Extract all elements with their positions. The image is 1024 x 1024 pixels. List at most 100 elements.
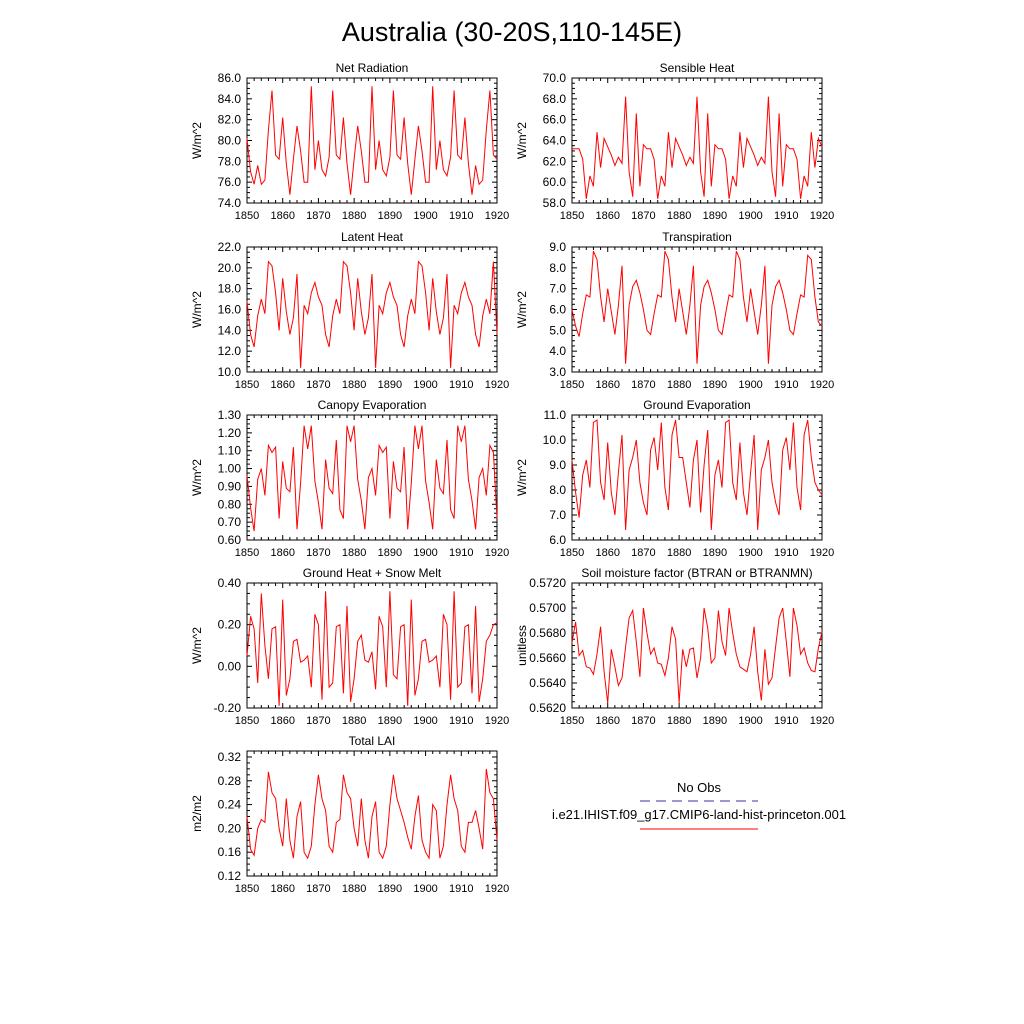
x-tick-label: 1920 xyxy=(810,547,834,559)
series-line xyxy=(246,425,498,532)
series-line xyxy=(572,96,823,199)
panel-3: Transpiration W/m^2 1850 1860 1870 1880 1890 19… xyxy=(515,230,834,391)
y-tick-label: 68.0 xyxy=(543,92,567,106)
series-line xyxy=(571,607,823,704)
y-axis-label: unitless xyxy=(515,625,529,666)
panel-2: Latent Heat W/m^2 1850 1860 1870 1880 1890 1900… xyxy=(190,230,509,391)
x-tick-label: 1870 xyxy=(631,379,655,391)
x-tick-label: 1860 xyxy=(595,210,619,222)
panels: Net Radiation W/m^2 1850 1860 1870 1880 1890 19… xyxy=(190,61,834,895)
y-tick-label: 18.0 xyxy=(218,282,242,296)
x-tick-label: 1850 xyxy=(560,547,584,559)
y-tick-label: 1.10 xyxy=(218,444,242,458)
y-tick-label: 84.0 xyxy=(218,92,242,106)
x-tick-label: 1870 xyxy=(306,715,330,727)
x-tick-label: 1880 xyxy=(342,210,366,222)
x-tick-label: 1910 xyxy=(449,547,473,559)
panel-frame xyxy=(571,582,823,709)
panel-7: Soil moisture factor (BTRAN or BTRANMN) u… xyxy=(515,566,834,727)
y-tick-label: 66.0 xyxy=(543,113,567,127)
y-tick-label: 8.0 xyxy=(549,261,566,275)
x-tick-label: 1890 xyxy=(378,210,402,222)
y-tick-label: 0.5680 xyxy=(529,626,566,640)
x-tick-label: 1920 xyxy=(810,210,834,222)
x-tick-label: 1860 xyxy=(270,883,294,895)
y-tick-label: 58.0 xyxy=(543,196,567,210)
y-axis-label: W/m^2 xyxy=(190,627,204,664)
x-tick-label: 1870 xyxy=(631,547,655,559)
y-tick-label: 22.0 xyxy=(218,240,242,254)
y-tick-label: 1.00 xyxy=(218,462,242,476)
x-tick-label: 1860 xyxy=(270,379,294,391)
x-tick-label: 1920 xyxy=(485,547,509,559)
y-tick-label: 20.0 xyxy=(218,261,242,275)
x-tick-label: 1910 xyxy=(774,379,798,391)
x-tick-label: 1860 xyxy=(270,715,294,727)
x-tick-label: 1910 xyxy=(774,210,798,222)
x-tick-label: 1880 xyxy=(667,210,691,222)
panel-frame xyxy=(246,750,498,877)
panel-title: Transpiration xyxy=(662,230,732,244)
y-tick-label: 0.32 xyxy=(218,750,242,764)
y-axis-label: W/m^2 xyxy=(190,122,204,159)
legend-obs-label: No Obs xyxy=(677,780,722,795)
x-tick-label: 1850 xyxy=(235,379,259,391)
x-tick-label: 1890 xyxy=(703,379,727,391)
x-tick-label: 1880 xyxy=(667,547,691,559)
x-tick-label: 1890 xyxy=(703,547,727,559)
y-tick-label: 4.0 xyxy=(549,344,566,358)
y-tick-label: 7.0 xyxy=(549,282,566,296)
y-tick-label: 16.0 xyxy=(218,303,242,317)
y-tick-label: 9.0 xyxy=(549,458,566,472)
x-tick-label: 1870 xyxy=(631,210,655,222)
x-tick-label: 1900 xyxy=(738,715,762,727)
y-tick-label: 64.0 xyxy=(543,134,567,148)
y-tick-label: 82.0 xyxy=(218,113,242,127)
y-tick-label: 74.0 xyxy=(218,196,242,210)
y-tick-label: -0.20 xyxy=(214,701,242,715)
x-tick-label: 1880 xyxy=(342,883,366,895)
y-tick-label: 9.0 xyxy=(549,240,566,254)
x-tick-label: 1870 xyxy=(306,883,330,895)
x-tick-label: 1900 xyxy=(413,547,437,559)
x-tick-label: 1900 xyxy=(413,379,437,391)
y-axis-label: W/m^2 xyxy=(515,459,529,496)
y-tick-label: 0.5620 xyxy=(529,701,566,715)
x-tick-label: 1920 xyxy=(485,883,509,895)
x-tick-label: 1850 xyxy=(235,210,259,222)
series-line xyxy=(246,591,498,706)
y-tick-label: 0.70 xyxy=(218,515,242,529)
panel-title: Latent Heat xyxy=(341,230,404,244)
x-tick-label: 1920 xyxy=(485,379,509,391)
x-tick-label: 1920 xyxy=(810,715,834,727)
y-tick-label: 86.0 xyxy=(218,71,242,85)
panel-title: Sensible Heat xyxy=(660,61,735,75)
x-tick-label: 1850 xyxy=(235,715,259,727)
x-tick-label: 1900 xyxy=(738,210,762,222)
y-tick-label: 60.0 xyxy=(543,175,567,189)
series-line xyxy=(571,419,823,531)
x-tick-label: 1900 xyxy=(738,547,762,559)
y-tick-label: 0.80 xyxy=(218,497,242,511)
x-tick-label: 1890 xyxy=(378,715,402,727)
panel-5: Ground Evaporation W/m^2 1850 1860 1870 1880 1… xyxy=(515,398,834,559)
x-tick-label: 1920 xyxy=(485,715,509,727)
x-tick-label: 1910 xyxy=(449,715,473,727)
y-axis-label: W/m^2 xyxy=(515,122,529,159)
y-axis-label: W/m^2 xyxy=(515,291,529,328)
x-tick-label: 1910 xyxy=(774,715,798,727)
x-tick-label: 1880 xyxy=(342,379,366,391)
y-tick-label: 0.5660 xyxy=(529,651,566,665)
x-tick-label: 1860 xyxy=(595,379,619,391)
x-tick-label: 1890 xyxy=(703,210,727,222)
y-tick-label: 6.0 xyxy=(549,533,566,547)
x-tick-label: 1860 xyxy=(270,210,294,222)
panel-0: Net Radiation W/m^2 1850 1860 1870 1880 1890 19… xyxy=(190,61,509,222)
y-tick-label: 0.60 xyxy=(218,533,242,547)
panel-4: Canopy Evaporation W/m^2 1850 1860 1870 1880 1… xyxy=(190,398,509,559)
y-tick-label: 7.0 xyxy=(549,508,566,522)
y-tick-label: 0.28 xyxy=(218,774,242,788)
y-axis-label: W/m^2 xyxy=(190,291,204,328)
x-tick-label: 1880 xyxy=(342,715,366,727)
